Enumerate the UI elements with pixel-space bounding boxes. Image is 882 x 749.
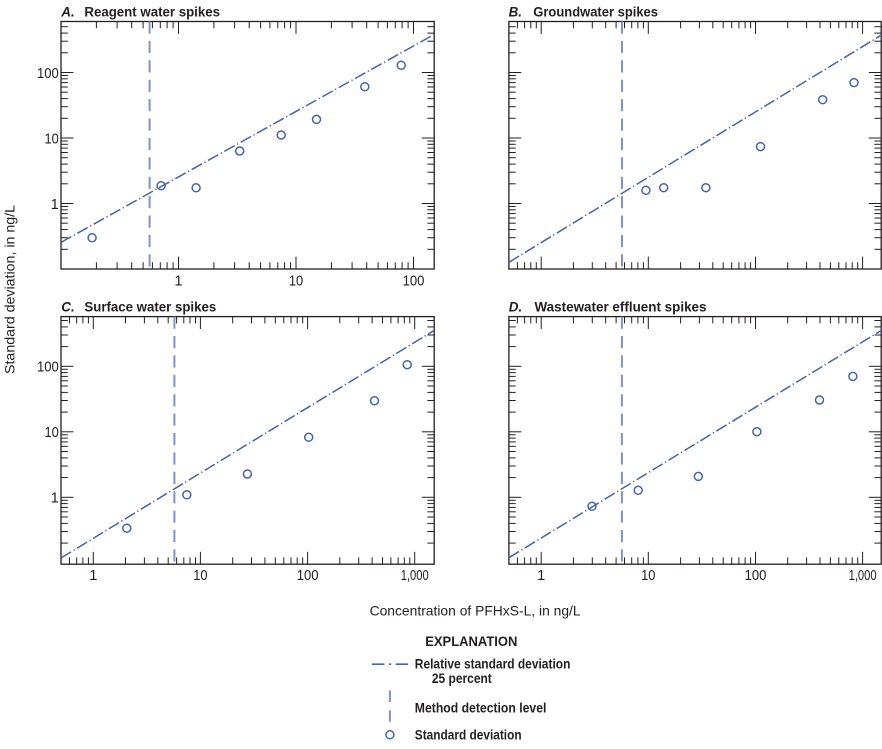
svg-text:100: 100 <box>297 568 319 584</box>
svg-text:Relative standard deviation: Relative standard deviation <box>415 657 571 672</box>
svg-text:1,000: 1,000 <box>401 568 429 584</box>
svg-text:1: 1 <box>89 568 97 584</box>
svg-text:Standard deviation, in ng/L: Standard deviation, in ng/L <box>3 205 18 374</box>
svg-text:10: 10 <box>641 568 655 584</box>
svg-text:10: 10 <box>45 131 59 147</box>
svg-text:1: 1 <box>51 491 59 507</box>
svg-text:10: 10 <box>289 274 303 290</box>
svg-text:D.: D. <box>509 299 522 314</box>
svg-text:100: 100 <box>37 66 59 82</box>
svg-text:Groundwater spikes: Groundwater spikes <box>533 4 658 19</box>
svg-text:EXPLANATION: EXPLANATION <box>425 634 517 649</box>
svg-text:100: 100 <box>403 274 425 290</box>
svg-text:Method detection level: Method detection level <box>415 701 547 716</box>
svg-text:Reagent water spikes: Reagent water spikes <box>84 4 220 19</box>
svg-text:1: 1 <box>537 568 545 584</box>
svg-text:10: 10 <box>45 425 59 441</box>
svg-text:C.: C. <box>61 299 74 314</box>
svg-text:Surface water spikes: Surface water spikes <box>84 299 216 314</box>
svg-text:Concentration of PFHxS-L, in n: Concentration of PFHxS-L, in ng/L <box>370 603 581 618</box>
svg-text:100: 100 <box>745 568 767 584</box>
svg-text:10: 10 <box>193 568 207 584</box>
svg-text:Wastewater effluent spikes: Wastewater effluent spikes <box>535 299 707 314</box>
svg-text:1,000: 1,000 <box>849 568 877 584</box>
svg-text:100: 100 <box>37 360 59 376</box>
svg-text:A.: A. <box>60 4 74 19</box>
svg-text:1: 1 <box>51 197 59 213</box>
svg-text:Standard deviation: Standard deviation <box>415 728 522 743</box>
svg-text:B.: B. <box>509 4 522 19</box>
svg-text:1: 1 <box>174 274 182 290</box>
svg-text:25 percent: 25 percent <box>432 671 492 686</box>
